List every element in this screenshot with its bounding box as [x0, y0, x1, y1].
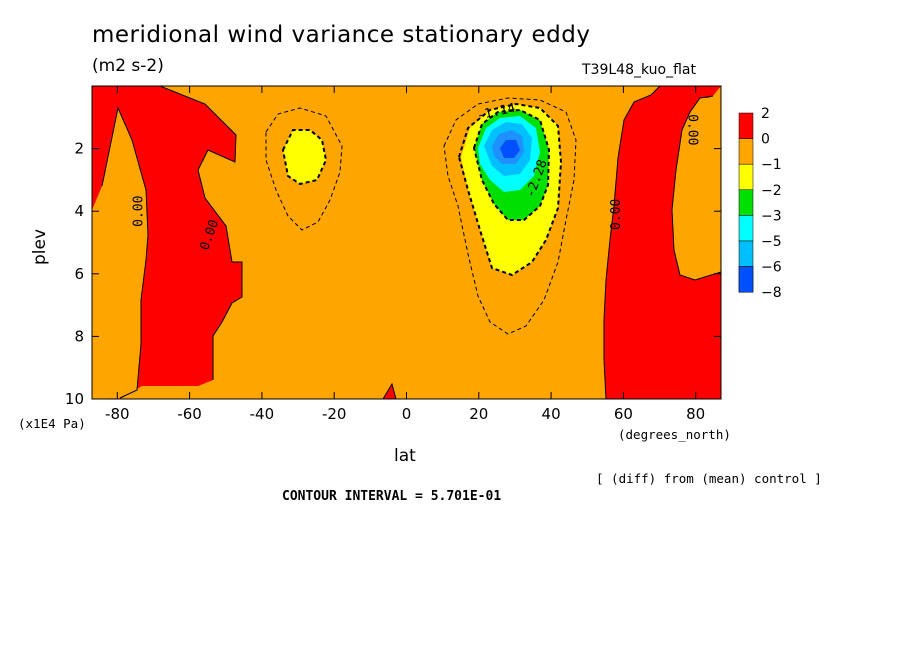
filled-contours: [92, 86, 721, 399]
x-axis-unit: (degrees_north): [618, 427, 731, 442]
x-tick-label: 60: [614, 405, 633, 423]
chart-title: meridional wind variance stationary eddy: [92, 22, 591, 48]
fill-sh-orange-intrusion: [92, 108, 148, 399]
contour-label: 0.00: [609, 199, 624, 230]
run-label: T39L48_kuo_flat: [582, 62, 696, 78]
colorbar-swatch: [738, 138, 754, 165]
y-axis-label: plev: [30, 228, 50, 265]
y-axis-unit: (x1E4 Pa): [18, 416, 86, 431]
zero-contours: [101, 86, 721, 399]
colorbar-label: −3: [761, 208, 782, 224]
colorbar-swatch: [738, 240, 754, 267]
colorbar-swatch: [738, 112, 754, 139]
contour-interval: CONTOUR INTERVAL = 5.701E-01: [282, 489, 502, 504]
colorbar: 2 0 −1 −2 −3 −5 −6 −8: [738, 106, 782, 301]
x-tick-label: -20: [322, 405, 347, 423]
contour-label: 0.00: [132, 196, 147, 227]
colorbar-swatch-min: [738, 266, 754, 293]
fill-darkblue-north: [500, 140, 520, 158]
x-axis-label: lat: [394, 446, 416, 466]
colorbar-label: −2: [761, 183, 782, 199]
fill-nh-orange-intrusion: [672, 86, 721, 280]
x-tick-label: 0: [402, 405, 412, 423]
colorbar-label: −1: [761, 157, 782, 173]
diff-annotation: [ (diff) from (mean) control ]: [596, 471, 822, 486]
colorbar-swatch: [738, 215, 754, 242]
y-tick-label: 10: [65, 390, 84, 408]
x-tick-label: 80: [686, 405, 705, 423]
y-tick-label: 2: [74, 140, 84, 158]
y-tick-label: 4: [74, 202, 84, 220]
axes: -80 -60 -40 -20 0 20 40 60 80 2 4 6 8 10: [65, 86, 721, 423]
chart-units: (m2 s-2): [92, 56, 164, 76]
colorbar-label: 0: [761, 132, 770, 148]
x-tick-label: -80: [105, 405, 130, 423]
x-tick-label: -40: [250, 405, 275, 423]
y-tick-label: 6: [74, 265, 84, 283]
colorbar-swatch: [738, 189, 754, 216]
x-tick-label: -60: [177, 405, 202, 423]
colorbar-label: 2: [761, 106, 770, 122]
x-tick-label: 20: [469, 405, 488, 423]
fill-yellow-south: [283, 130, 326, 184]
dashed-contours: [265, 97, 577, 335]
y-tick-label: 8: [74, 327, 84, 345]
colorbar-label: −6: [761, 260, 782, 276]
colorbar-label: −5: [761, 234, 782, 250]
x-tick-label: 40: [542, 405, 561, 423]
contour-label: 0.00: [684, 114, 699, 145]
colorbar-label: −8: [761, 285, 782, 301]
colorbar-swatch: [738, 163, 754, 191]
